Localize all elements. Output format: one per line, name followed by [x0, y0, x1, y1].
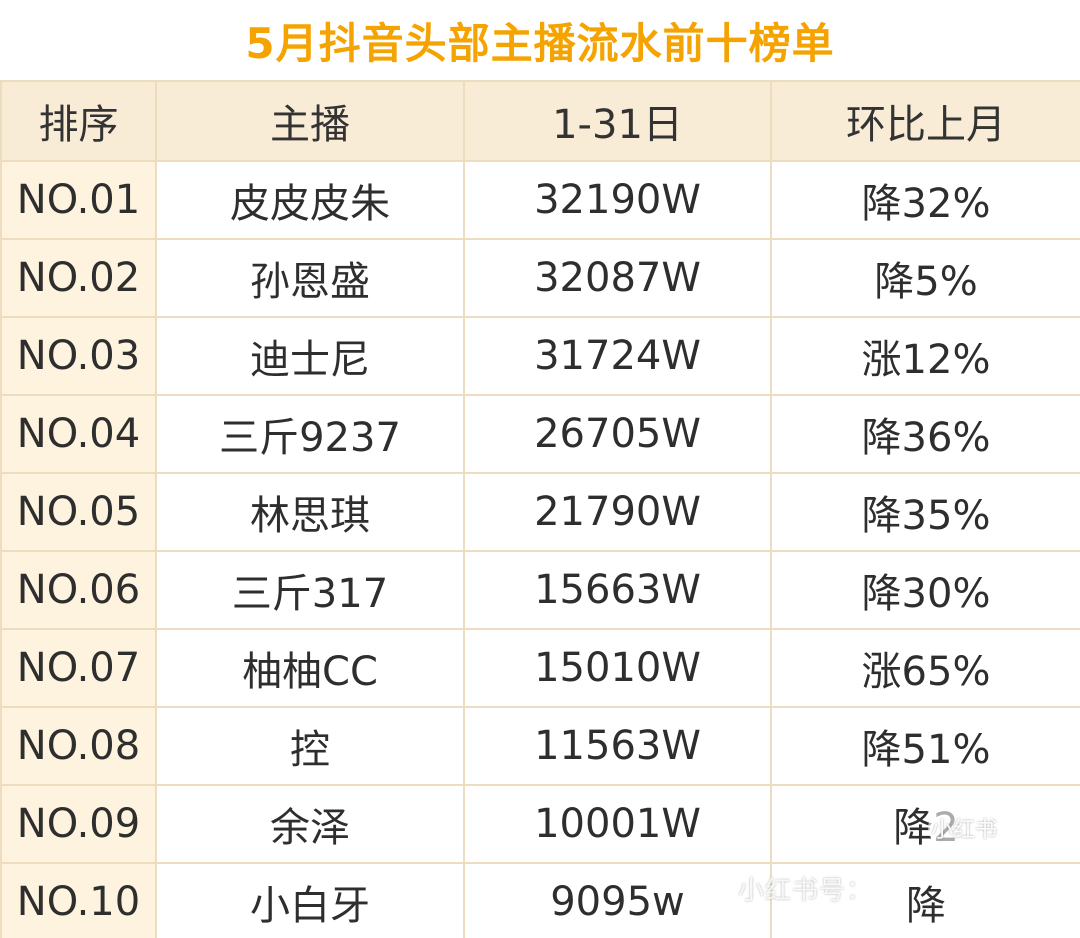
streamer-cell: 三斤317 [155, 550, 465, 630]
mom-cell: 降51% [770, 706, 1080, 786]
mom-cell: 降36% [770, 394, 1080, 474]
mom-cell: 涨12% [770, 316, 1080, 396]
streamer-cell: 余泽 [155, 784, 465, 864]
table-row: NO.10 小白牙 9095w 降 [0, 862, 1080, 938]
rank-cell: NO.05 [0, 472, 157, 552]
rank-cell: NO.04 [0, 394, 157, 474]
mom-cell: 降30% [770, 550, 1080, 630]
mom-cell: 降32% [770, 160, 1080, 240]
streamer-cell: 控 [155, 706, 465, 786]
column-header-streamer: 主播 [155, 80, 465, 162]
streamer-cell: 皮皮皮朱 [155, 160, 465, 240]
table-header-row: 排序 主播 1-31日 环比上月 [0, 80, 1080, 162]
watermark-badge: 小红书 [928, 808, 1000, 848]
table-row: NO.09 余泽 10001W 降2 [0, 784, 1080, 864]
streamer-cell: 三斤9237 [155, 394, 465, 474]
streamer-cell: 柚柚CC [155, 628, 465, 708]
mom-cell: 涨65% [770, 628, 1080, 708]
mom-cell: 降2 [770, 784, 1080, 864]
streamer-cell: 小白牙 [155, 862, 465, 938]
revenue-cell: 21790W [463, 472, 772, 552]
table-row: NO.07 柚柚CC 15010W 涨65% [0, 628, 1080, 708]
rank-cell: NO.09 [0, 784, 157, 864]
mom-cell: 降 [770, 862, 1080, 938]
table-row: NO.01 皮皮皮朱 32190W 降32% [0, 160, 1080, 240]
revenue-cell: 26705W [463, 394, 772, 474]
mom-cell: 降35% [770, 472, 1080, 552]
table-row: NO.05 林思琪 21790W 降35% [0, 472, 1080, 552]
rank-cell: NO.06 [0, 550, 157, 630]
revenue-cell: 31724W [463, 316, 772, 396]
revenue-cell: 32190W [463, 160, 772, 240]
mom-cell: 降5% [770, 238, 1080, 318]
rank-cell: NO.02 [0, 238, 157, 318]
table-row: NO.06 三斤317 15663W 降30% [0, 550, 1080, 630]
rank-cell: NO.10 [0, 862, 157, 938]
rank-cell: NO.03 [0, 316, 157, 396]
table-row: NO.08 控 11563W 降51% [0, 706, 1080, 786]
rank-cell: NO.08 [0, 706, 157, 786]
streamer-cell: 迪士尼 [155, 316, 465, 396]
streamer-cell: 林思琪 [155, 472, 465, 552]
revenue-cell: 32087W [463, 238, 772, 318]
revenue-cell: 15010W [463, 628, 772, 708]
column-header-mom: 环比上月 [770, 80, 1080, 162]
page-title: 5月抖音头部主播流水前十榜单 [0, 0, 1080, 82]
column-header-rank: 排序 [0, 80, 157, 162]
revenue-cell: 11563W [463, 706, 772, 786]
rank-cell: NO.01 [0, 160, 157, 240]
table-row: NO.04 三斤9237 26705W 降36% [0, 394, 1080, 474]
streamer-cell: 孙恩盛 [155, 238, 465, 318]
revenue-cell: 9095w [463, 862, 772, 938]
ranking-table: 排序 主播 1-31日 环比上月 NO.01 皮皮皮朱 32190W 降32% … [0, 80, 1080, 938]
revenue-cell: 10001W [463, 784, 772, 864]
rank-cell: NO.07 [0, 628, 157, 708]
table-row: NO.02 孙恩盛 32087W 降5% [0, 238, 1080, 318]
watermark-text: 小红书号： [738, 876, 874, 906]
revenue-cell: 15663W [463, 550, 772, 630]
table-row: NO.03 迪士尼 31724W 涨12% [0, 316, 1080, 396]
column-header-revenue: 1-31日 [463, 80, 772, 162]
